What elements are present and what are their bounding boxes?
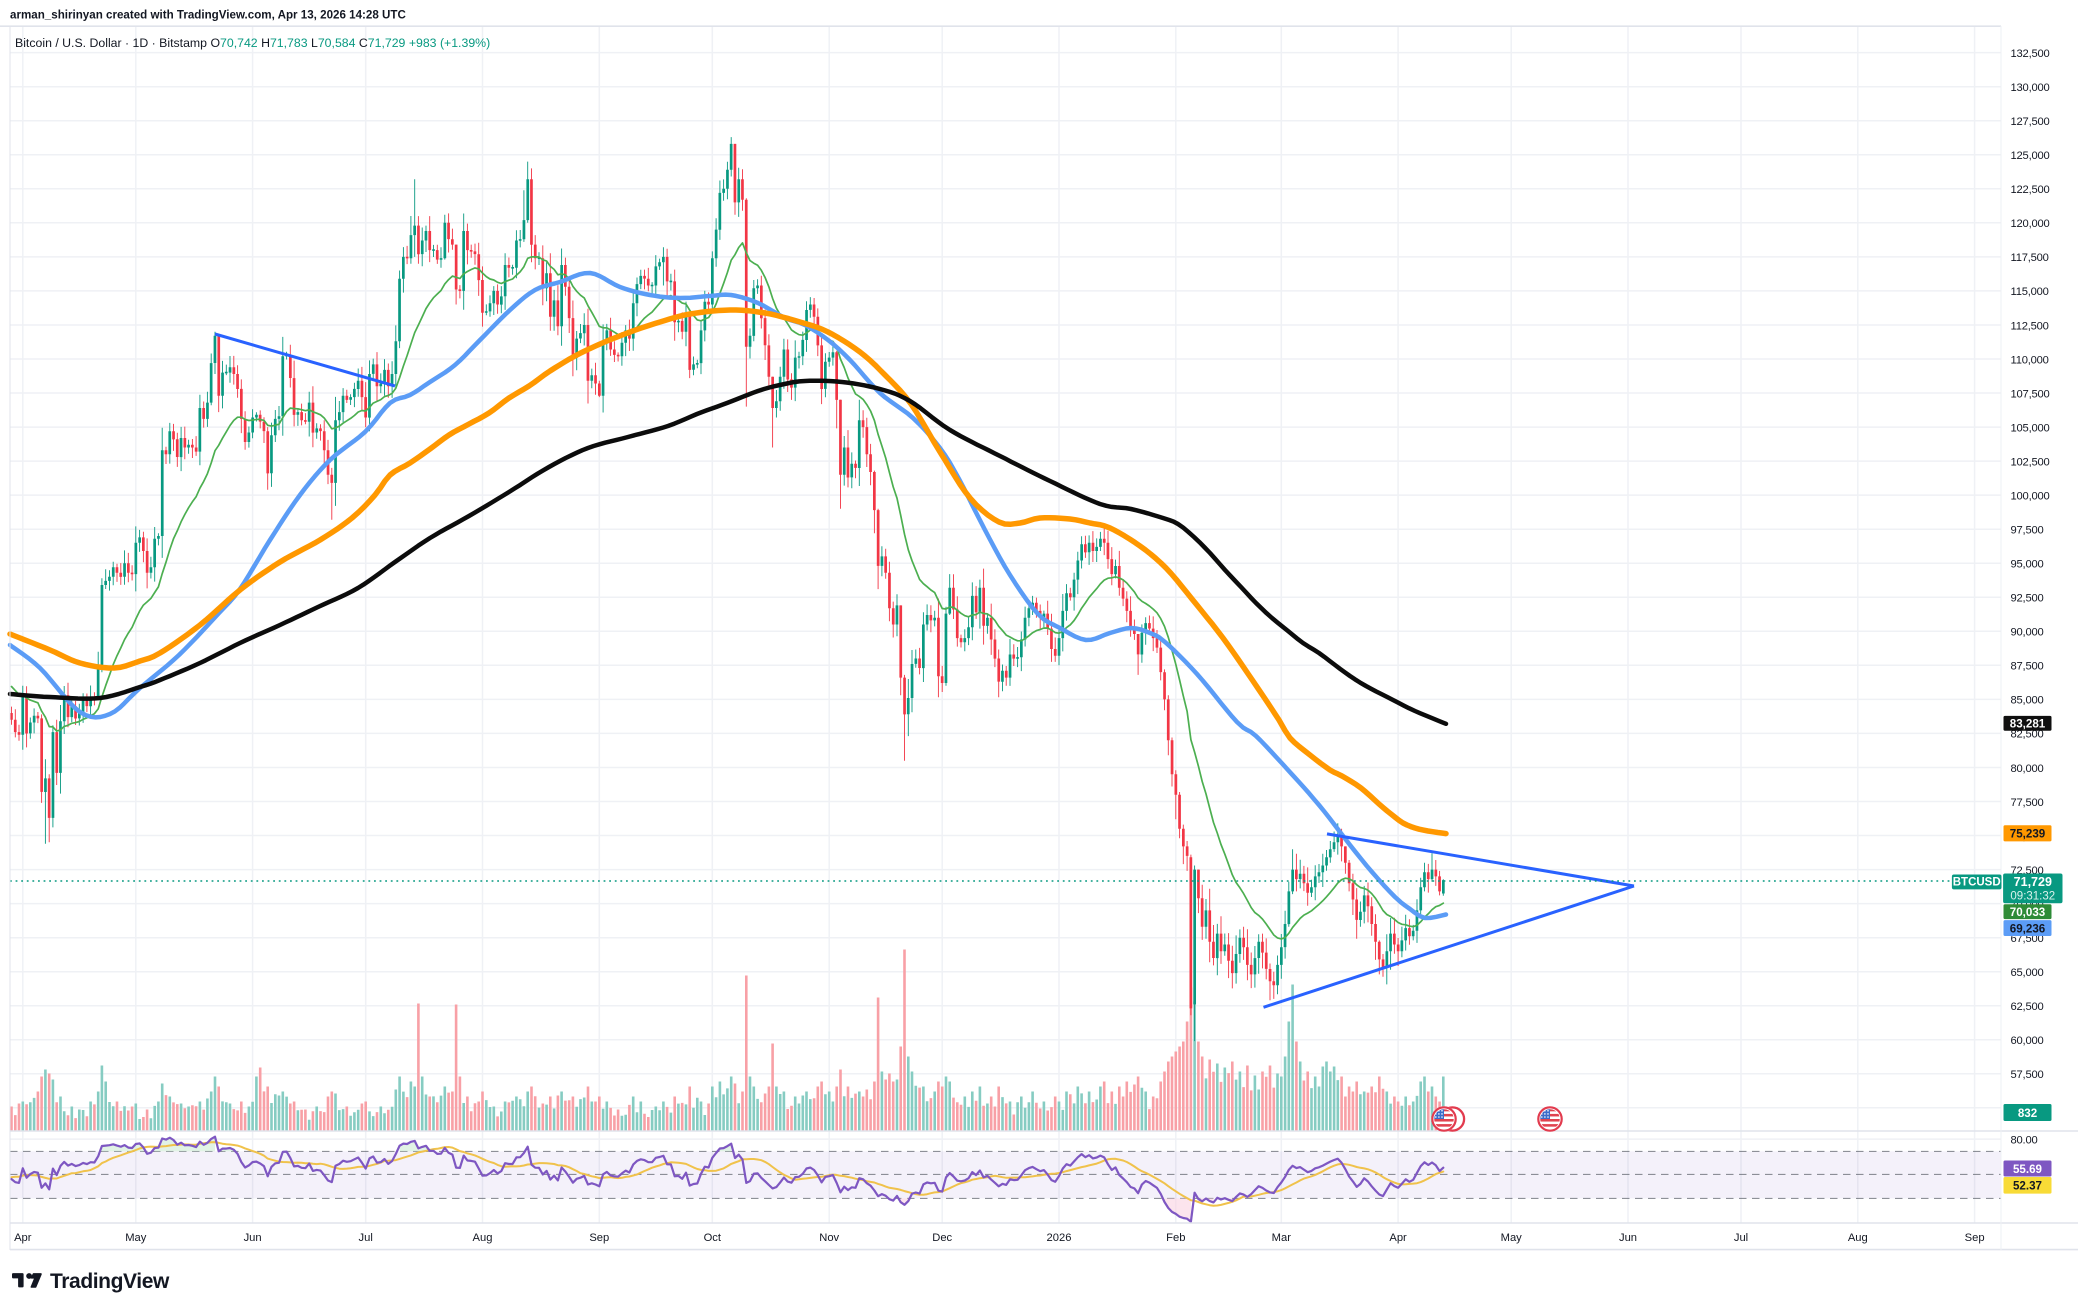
svg-text:87,500: 87,500	[2011, 661, 2044, 673]
svg-text:90,000: 90,000	[2011, 627, 2044, 639]
svg-text:125,000: 125,000	[2011, 150, 2050, 162]
svg-text:100,000: 100,000	[2011, 490, 2050, 502]
svg-text:70,033: 70,033	[2010, 906, 2046, 919]
svg-text:BTCUSD: BTCUSD	[1953, 877, 2001, 889]
svg-text:Sep: Sep	[1965, 1232, 1985, 1244]
svg-text:120,000: 120,000	[2011, 218, 2050, 230]
svg-text:117,500: 117,500	[2011, 252, 2049, 264]
svg-text:71,729: 71,729	[2014, 875, 2052, 889]
svg-text:Sep: Sep	[589, 1232, 609, 1244]
svg-text:97,500: 97,500	[2011, 525, 2044, 537]
svg-text:105,000: 105,000	[2011, 422, 2050, 434]
svg-text:Jun: Jun	[244, 1232, 262, 1244]
svg-text:130,000: 130,000	[2011, 82, 2050, 94]
svg-text:Jul: Jul	[359, 1232, 373, 1244]
svg-text:57,500: 57,500	[2011, 1069, 2044, 1081]
svg-text:832: 832	[2018, 1107, 2037, 1120]
svg-text:102,500: 102,500	[2011, 456, 2050, 468]
svg-text:52.37: 52.37	[2013, 1180, 2042, 1193]
svg-text:82,500: 82,500	[2011, 729, 2044, 741]
svg-text:Mar: Mar	[1272, 1232, 1292, 1244]
svg-text:65,000: 65,000	[2011, 967, 2044, 979]
svg-text:77,500: 77,500	[2011, 797, 2044, 809]
svg-text:92,500: 92,500	[2011, 593, 2044, 605]
svg-text:122,500: 122,500	[2011, 184, 2050, 196]
svg-text:Aug: Aug	[1848, 1232, 1868, 1244]
svg-text:Feb: Feb	[1166, 1232, 1185, 1244]
svg-text:60,000: 60,000	[2011, 1035, 2044, 1047]
svg-text:2026: 2026	[1047, 1232, 1072, 1244]
svg-text:110,000: 110,000	[2011, 354, 2049, 366]
svg-text:85,000: 85,000	[2011, 695, 2044, 707]
svg-text:Bitcoin / U.S. Dollar · 1D · B: Bitcoin / U.S. Dollar · 1D · Bitstamp O7…	[15, 36, 490, 50]
svg-text:Jun: Jun	[1619, 1232, 1637, 1244]
svg-text:Apr: Apr	[1389, 1232, 1407, 1244]
svg-text:115,000: 115,000	[2011, 286, 2049, 298]
svg-text:Apr: Apr	[14, 1232, 32, 1244]
svg-text:62,500: 62,500	[2011, 1001, 2044, 1013]
svg-text:Oct: Oct	[704, 1232, 722, 1244]
svg-text:Aug: Aug	[473, 1232, 493, 1244]
svg-text:112,500: 112,500	[2011, 320, 2049, 332]
svg-text:83,281: 83,281	[2010, 718, 2046, 731]
svg-text:Jul: Jul	[1734, 1232, 1748, 1244]
svg-text:75,239: 75,239	[2010, 828, 2046, 841]
svg-text:arman_shirinyan created with T: arman_shirinyan created with TradingView…	[10, 9, 406, 22]
svg-text:Nov: Nov	[819, 1232, 839, 1244]
svg-text:Dec: Dec	[932, 1232, 952, 1244]
svg-text:95,000: 95,000	[2011, 559, 2044, 571]
svg-text:55.69: 55.69	[2013, 1163, 2043, 1176]
svg-text:132,500: 132,500	[2011, 48, 2050, 60]
svg-text:80,000: 80,000	[2011, 763, 2044, 775]
svg-text:107,500: 107,500	[2011, 388, 2050, 400]
svg-text:09:31:32: 09:31:32	[2010, 891, 2055, 903]
svg-text:May: May	[1501, 1232, 1523, 1244]
svg-text:127,500: 127,500	[2011, 116, 2050, 128]
svg-text:TradingView: TradingView	[50, 1270, 170, 1293]
svg-text:80.00: 80.00	[2011, 1134, 2038, 1146]
svg-text:69,236: 69,236	[2010, 922, 2046, 935]
svg-text:May: May	[125, 1232, 147, 1244]
